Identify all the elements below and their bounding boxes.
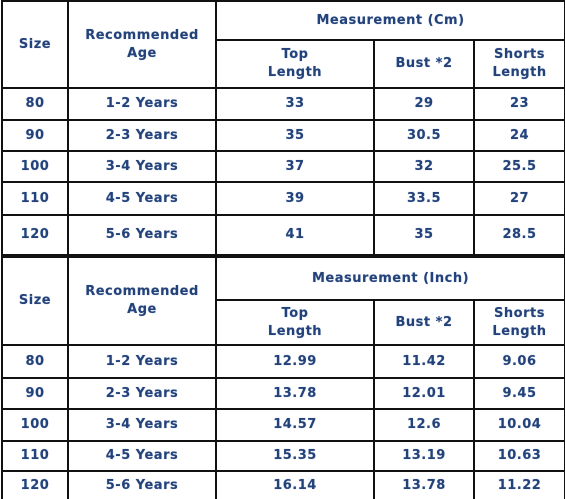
header-row: Size Recommended Age Measurement (Inch): [1, 256, 565, 346]
cell: 27: [472, 181, 565, 216]
cell: 13.19: [373, 440, 475, 472]
cell: 16.14: [215, 470, 375, 499]
cell: 3-4 Years: [67, 408, 217, 442]
cell: 25.5: [472, 150, 565, 183]
column-header-text: Top Length: [267, 47, 323, 80]
cell: 11.42: [373, 344, 475, 379]
data-row: 110 4-5 Years 15.35 13.19 10.63: [1, 440, 565, 472]
cell: 12.99: [215, 344, 375, 379]
data-row: 80 1-2 Years 33 29 23: [1, 87, 565, 121]
data-row: 100 3-4 Years 37 32 25.5: [1, 150, 565, 183]
cell: 30.5: [373, 119, 475, 152]
cell: 32: [373, 150, 475, 183]
column-header: Shorts Length: [472, 39, 565, 89]
cell: 11.22: [473, 470, 565, 499]
column-header: Top Length: [215, 39, 375, 89]
measurement-header: Measurement (Cm): [214, 0, 565, 41]
age-header: Recommended Age: [67, 256, 217, 346]
cell: 5-6 Years: [67, 214, 217, 256]
cell: 9.06: [473, 344, 565, 379]
size-table: Size Recommended Age Measurement (Inch) Top…: [1, 256, 565, 499]
column-header-text: Bust *2: [395, 314, 453, 330]
cell: 29: [373, 87, 475, 121]
size-header: Size: [1, 256, 69, 346]
cell: 23: [472, 87, 565, 121]
subheader-row: Top Length Bust *2 Shorts Length: [2, 39, 565, 89]
cell: 35: [215, 119, 375, 152]
header-row: Size Recommended Age Measurement (Cm): [1, 0, 565, 89]
size-header: Size: [1, 0, 69, 89]
column-header: Bust *2: [373, 39, 475, 89]
cell: 2-3 Years: [67, 377, 217, 410]
cell: 9.45: [473, 377, 565, 410]
cell: 120: [1, 470, 69, 499]
cell: 24: [472, 119, 565, 152]
cell: 120: [1, 214, 69, 256]
data-row: 120 5-6 Years 41 35 28.5: [1, 214, 565, 256]
cell: 12.01: [373, 377, 475, 410]
data-row: 90 2-3 Years 35 30.5 24: [1, 119, 565, 152]
column-header-text: Shorts Length: [492, 305, 547, 339]
cell: 110: [1, 181, 69, 216]
cell: 90: [1, 377, 69, 410]
cell: 2-3 Years: [67, 119, 217, 152]
column-header-text: Top Length: [267, 305, 323, 339]
age-header-text: Recommended Age: [85, 27, 199, 61]
column-header: Bust *2: [373, 299, 475, 346]
cell: 5-6 Years: [67, 470, 217, 499]
age-header-text: Recommended Age: [85, 284, 199, 317]
data-row: 120 5-6 Years 16.14 13.78 11.22: [1, 470, 565, 499]
cell: 35: [373, 214, 475, 256]
cell: 100: [1, 408, 69, 442]
cell: 13.78: [215, 377, 375, 410]
cell: 10.04: [473, 408, 565, 442]
column-header: Shorts Length: [473, 299, 565, 346]
cell: 80: [1, 344, 69, 379]
cell: 15.35: [215, 440, 375, 472]
data-row: 110 4-5 Years 39 33.5 27: [1, 181, 565, 216]
cell: 110: [1, 440, 69, 472]
cell: 39: [215, 181, 375, 216]
measurement-header: Measurement (Inch): [215, 256, 565, 301]
cell: 80: [1, 87, 69, 121]
cell: 3-4 Years: [67, 150, 217, 183]
column-header-text: Shorts Length: [492, 47, 547, 80]
subheader-row: Top Length Bust *2 Shorts Length: [2, 299, 565, 346]
cell: 33.5: [373, 181, 475, 216]
cell: 1-2 Years: [67, 344, 217, 379]
cell: 4-5 Years: [67, 440, 217, 472]
cell: 12.6: [373, 408, 475, 442]
cell: 33: [215, 87, 375, 121]
data-row: 90 2-3 Years 13.78 12.01 9.45: [1, 377, 565, 410]
cell: 1-2 Years: [67, 87, 217, 121]
cell: 41: [215, 214, 375, 256]
cell: 28.5: [472, 214, 565, 256]
size-table: Size Recommended Age Measurement (Cm) Top L…: [1, 0, 565, 256]
cell: 100: [1, 150, 69, 183]
column-header-text: Bust *2: [395, 56, 453, 71]
cell: 37: [215, 150, 375, 183]
column-header: Top Length: [215, 299, 375, 346]
data-row: 100 3-4 Years 14.57 12.6 10.04: [1, 408, 565, 442]
cell: 14.57: [215, 408, 375, 442]
cell: 4-5 Years: [67, 181, 217, 216]
cell: 90: [1, 119, 69, 152]
data-row: 80 1-2 Years 12.99 11.42 9.06: [1, 344, 565, 379]
age-header: Recommended Age: [67, 0, 217, 89]
cell: 10.63: [473, 440, 565, 472]
cell: 13.78: [373, 470, 475, 499]
